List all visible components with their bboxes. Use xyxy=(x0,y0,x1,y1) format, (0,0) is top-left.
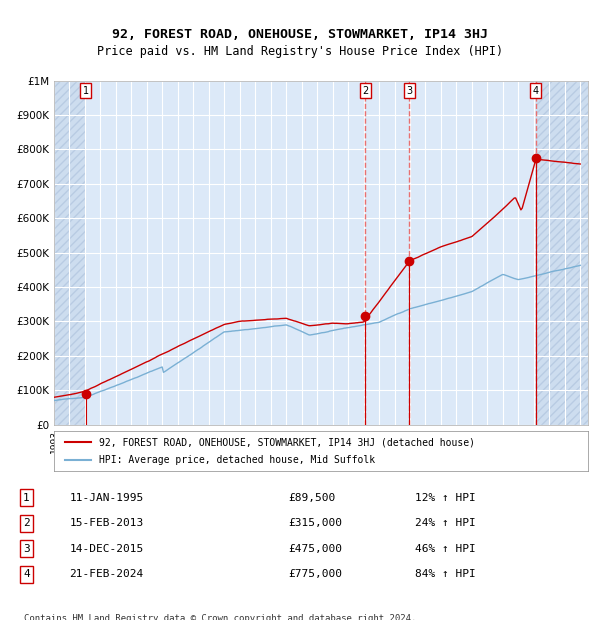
Text: £89,500: £89,500 xyxy=(289,493,336,503)
Text: 12% ↑ HPI: 12% ↑ HPI xyxy=(415,493,476,503)
Text: 92, FOREST ROAD, ONEHOUSE, STOWMARKET, IP14 3HJ (detached house): 92, FOREST ROAD, ONEHOUSE, STOWMARKET, I… xyxy=(100,437,475,447)
Text: £315,000: £315,000 xyxy=(289,518,343,528)
Text: 3: 3 xyxy=(23,544,30,554)
Text: 11-JAN-1995: 11-JAN-1995 xyxy=(70,493,144,503)
Text: 2: 2 xyxy=(23,518,30,528)
Text: 92, FOREST ROAD, ONEHOUSE, STOWMARKET, IP14 3HJ: 92, FOREST ROAD, ONEHOUSE, STOWMARKET, I… xyxy=(112,28,488,41)
Text: HPI: Average price, detached house, Mid Suffolk: HPI: Average price, detached house, Mid … xyxy=(100,455,376,465)
Text: £775,000: £775,000 xyxy=(289,569,343,579)
Text: 2: 2 xyxy=(362,86,368,96)
Text: 24% ↑ HPI: 24% ↑ HPI xyxy=(415,518,476,528)
Text: 1: 1 xyxy=(83,86,89,96)
Text: 3: 3 xyxy=(406,86,412,96)
Text: 1: 1 xyxy=(23,493,30,503)
Text: 21-FEB-2024: 21-FEB-2024 xyxy=(70,569,144,579)
Text: 46% ↑ HPI: 46% ↑ HPI xyxy=(415,544,476,554)
Text: 15-FEB-2013: 15-FEB-2013 xyxy=(70,518,144,528)
Text: Price paid vs. HM Land Registry's House Price Index (HPI): Price paid vs. HM Land Registry's House … xyxy=(97,45,503,58)
Text: 4: 4 xyxy=(533,86,539,96)
Text: 84% ↑ HPI: 84% ↑ HPI xyxy=(415,569,476,579)
Text: Contains HM Land Registry data © Crown copyright and database right 2024.
This d: Contains HM Land Registry data © Crown c… xyxy=(24,614,416,620)
Text: 14-DEC-2015: 14-DEC-2015 xyxy=(70,544,144,554)
Text: 4: 4 xyxy=(23,569,30,579)
Text: £475,000: £475,000 xyxy=(289,544,343,554)
